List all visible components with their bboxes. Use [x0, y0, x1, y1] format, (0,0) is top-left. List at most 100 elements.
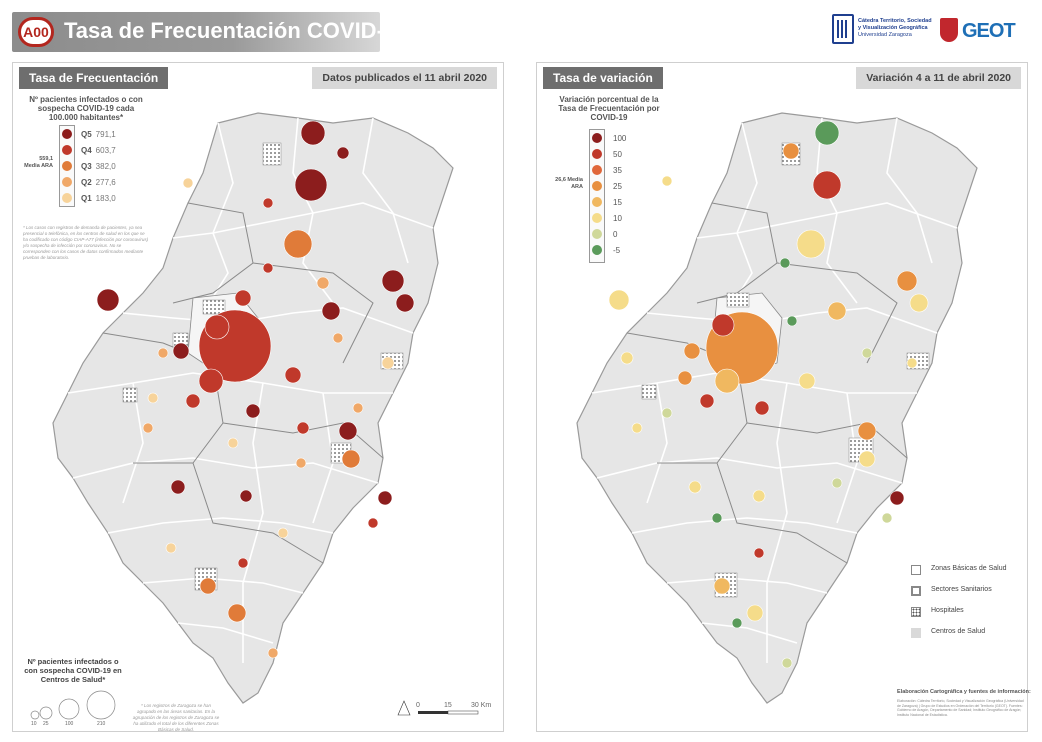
bubble-carinena	[699, 393, 715, 409]
bubble-borja	[677, 370, 693, 386]
key-swatch-hospital	[911, 607, 921, 617]
bubble-teruel	[713, 577, 731, 595]
bubble-calaceite	[881, 512, 893, 524]
bubble-monzon	[812, 170, 842, 200]
legend-row-q3: Q3 382,0	[81, 162, 116, 171]
legend-title: Variación porcentual de la Tasa de Frecu…	[558, 95, 660, 122]
variation-bubbles	[608, 120, 929, 669]
bubble-cella	[731, 617, 743, 629]
legend-row-q5: Q5 791,1	[81, 130, 116, 139]
bubble-caspe	[381, 356, 395, 370]
legend-class-value: 791,1	[95, 130, 116, 139]
bubble-mora	[267, 647, 279, 659]
legend-class-label: -5	[613, 246, 621, 255]
bubble-zaragoza-sur	[198, 368, 224, 394]
bubble-monzon	[294, 168, 328, 202]
bubble-fraga-2	[395, 293, 415, 313]
key-label: Zonas Básicas de Salud	[931, 565, 1007, 572]
bubble-north-1	[300, 120, 326, 146]
key-centro: Centros de Salud	[911, 626, 1029, 640]
credits-text: Elaboración: Cátedra Territorio, Socieda…	[897, 699, 1024, 717]
credits-title: Elaboración Cartográfica y fuentes de in…	[897, 689, 1031, 695]
legend-class-value: 277,6	[95, 178, 116, 187]
legend-class-label: Q2	[81, 178, 92, 187]
bubble-alcaniz-2	[341, 449, 361, 469]
bubble-barbastro	[283, 229, 313, 259]
bubble-jaca	[661, 175, 673, 187]
bubble-alcaniz	[857, 421, 877, 441]
key-sector: Sectores Sanitarios	[911, 584, 1029, 598]
bubble-maella	[352, 402, 364, 414]
bubble-ateca	[661, 407, 673, 419]
legend-swatch-q3	[62, 161, 72, 171]
bubble-monreal	[165, 542, 177, 554]
bubble-binefar	[316, 276, 330, 290]
panel-title: Tasa de Frecuentación	[19, 67, 169, 89]
size-label: 100	[65, 721, 74, 727]
key-swatch-sector	[911, 586, 921, 596]
legend-class-value: 382,0	[95, 162, 116, 171]
aragon-shield-icon	[940, 18, 958, 42]
legend-swatch-2	[592, 165, 602, 175]
bubble-andorra	[752, 489, 766, 503]
legend-row-q1: Q1 183,0	[81, 194, 116, 203]
legend-class-label: Q3	[81, 162, 92, 171]
legend-row-q4: Q4 603,7	[81, 146, 116, 155]
hospital-zaragoza-a	[726, 292, 750, 308]
key-label: Hospitales	[931, 607, 964, 614]
legend-swatch-0	[592, 133, 602, 143]
key-hospital: Hospitales	[911, 605, 1029, 619]
legend-class-value: 603,7	[95, 146, 116, 155]
legend-title: Nº pacientes infectados o con sospecha C…	[29, 95, 143, 122]
zone-boundaries	[591, 117, 958, 663]
bubble-hijar	[296, 421, 310, 435]
sector-boundaries	[102, 202, 384, 564]
legend-swatch-q5	[62, 129, 72, 139]
legend-class-label: Q1	[81, 194, 92, 203]
bubble-bujaraloz	[284, 366, 302, 384]
bubble-teruel-2	[746, 604, 764, 622]
bubble-teruel-2	[227, 603, 247, 623]
key-swatch-centro	[911, 628, 921, 638]
page-title: Tasa de Frecuentación COVID-19	[64, 18, 409, 43]
panel-date: Datos publicados el 11 abril 2020	[312, 67, 497, 89]
university-logo-icon	[832, 14, 854, 44]
bubble-zaragoza-3	[234, 289, 252, 307]
map-code-badge: A00	[18, 17, 54, 47]
bubble-caspe	[906, 357, 918, 369]
legend-swatch-q1	[62, 193, 72, 203]
bubble-la-almunia	[683, 342, 701, 360]
size-legend	[30, 690, 116, 720]
legend-swatch-1	[592, 149, 602, 159]
bubble-north-1	[814, 120, 840, 146]
legend-classes: 100 50 35 25 15 10 0 -5	[589, 129, 669, 269]
mean-label: 26,6 Media ARA	[555, 177, 583, 190]
bubble-alcorisa	[295, 457, 307, 469]
scale-bar	[397, 700, 479, 716]
bubble-fraga	[381, 269, 405, 293]
size-label: 210	[97, 721, 106, 727]
catedra-logo-text: Cátedra Territorio, Sociedad y Visualiza…	[858, 18, 934, 39]
bubble-la-almunia	[172, 342, 190, 360]
panel-title: Tasa de variación	[543, 67, 663, 89]
legend-class-label: 25	[613, 182, 622, 191]
bubble-north-2	[336, 146, 350, 160]
institution-logos: Cátedra Territorio, Sociedad y Visualiza…	[832, 14, 1032, 50]
key-label: Centros de Salud	[931, 628, 986, 635]
key-zbs: Zonas Básicas de Salud	[911, 563, 1029, 577]
hospital-barbastro	[262, 142, 282, 166]
frequency-rate-panel: Tasa de Frecuentación Datos publicados e…	[12, 62, 504, 732]
scale-label: 0	[416, 702, 420, 709]
legend-swatch-3	[592, 181, 602, 191]
key-swatch-zbs	[911, 565, 921, 575]
bubble-tarazona-2	[620, 351, 634, 365]
bubble-north-2	[782, 142, 800, 160]
aragon-region-outline	[576, 112, 978, 704]
bubble-daroca	[142, 422, 154, 434]
key-label: Sectores Sanitarios	[931, 586, 992, 593]
bubble-andorra	[239, 489, 253, 503]
scale-label: 15	[444, 702, 452, 709]
methodology-note: * Los casos con registros de demanda de …	[23, 225, 149, 260]
mean-label: 559,1 Media ARA	[24, 156, 53, 169]
legend-class-label: Q5	[81, 130, 92, 139]
